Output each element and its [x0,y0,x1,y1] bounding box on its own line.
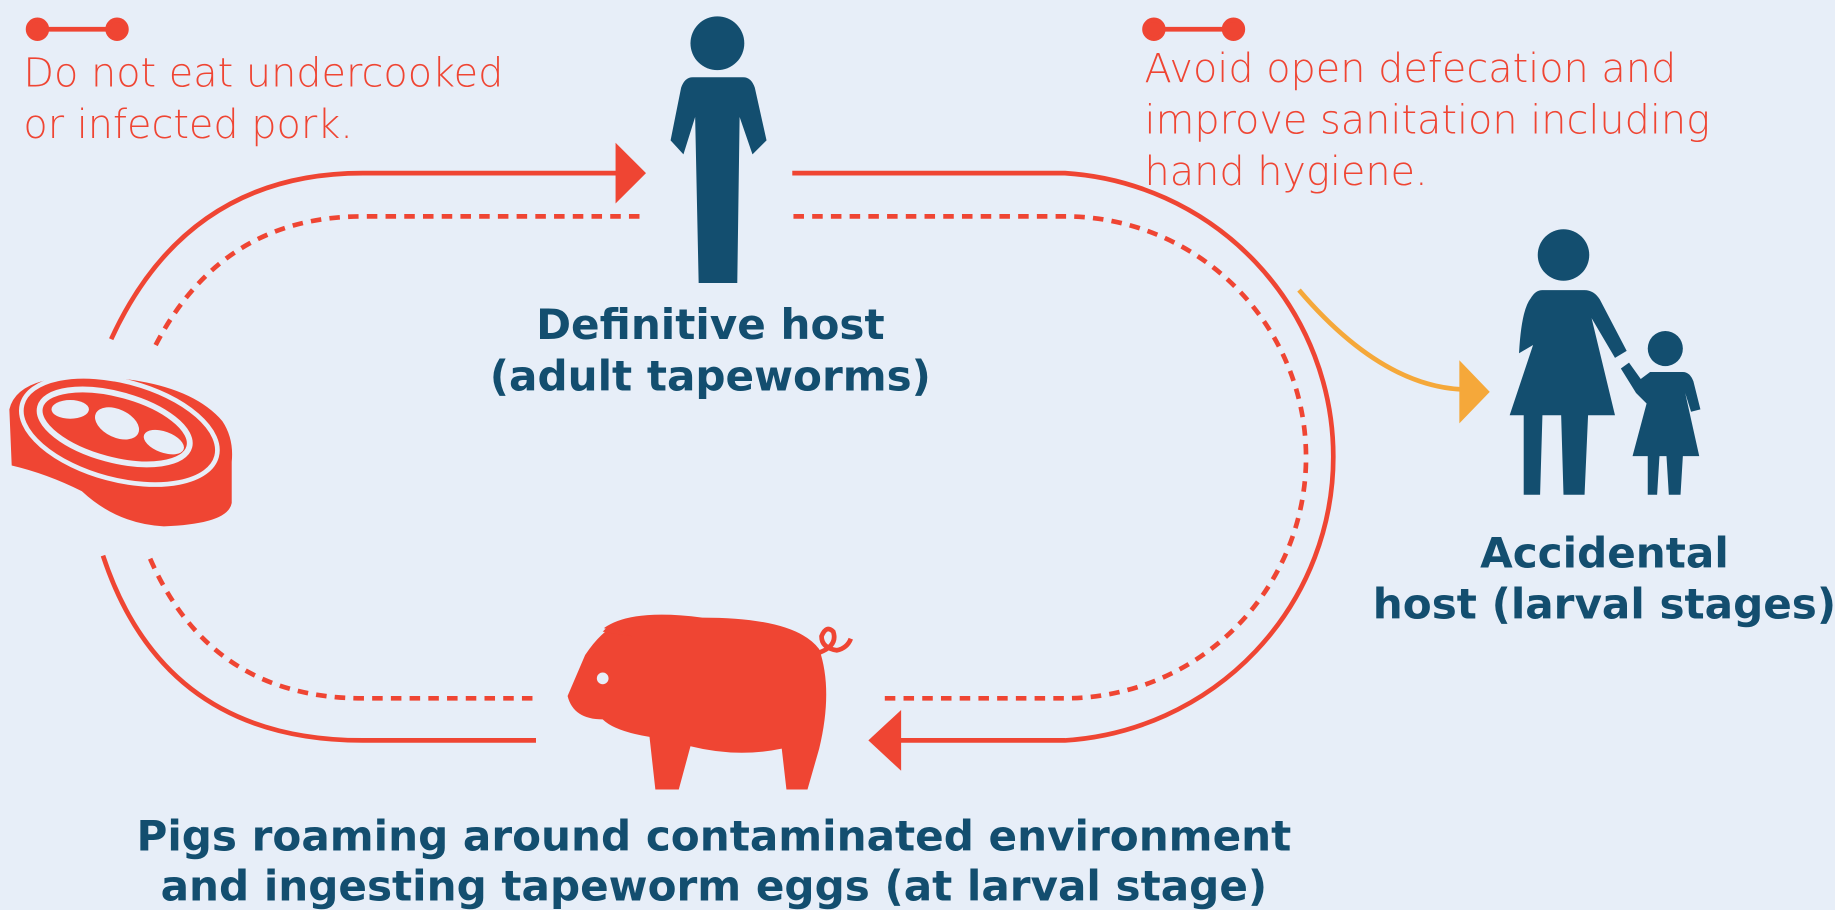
note-text: improve sanitation including [1145,97,1710,143]
node-label: Definitive host [536,300,885,349]
page: {"notes": [ {"lines": ["Do not eat under… [0,0,1835,910]
node-label: Accidental [1480,528,1729,577]
node-label: and ingesting tapeworm eggs (at larval s… [161,862,1268,910]
node-label: Pigs roaming around contaminated environ… [136,811,1291,860]
note-text: Do not eat undercooked [23,51,503,97]
note-text: Avoid open defecation and [1145,46,1677,92]
note-text: hand hygiene. [1145,149,1428,195]
note-text: or infected pork. [23,102,353,148]
node-label: (adult tapeworms) [490,352,931,401]
node-label: host (larval stages) [1373,580,1835,629]
lifecycle-diagram: Do not eat undercooked or infected pork. A… [0,0,1835,910]
